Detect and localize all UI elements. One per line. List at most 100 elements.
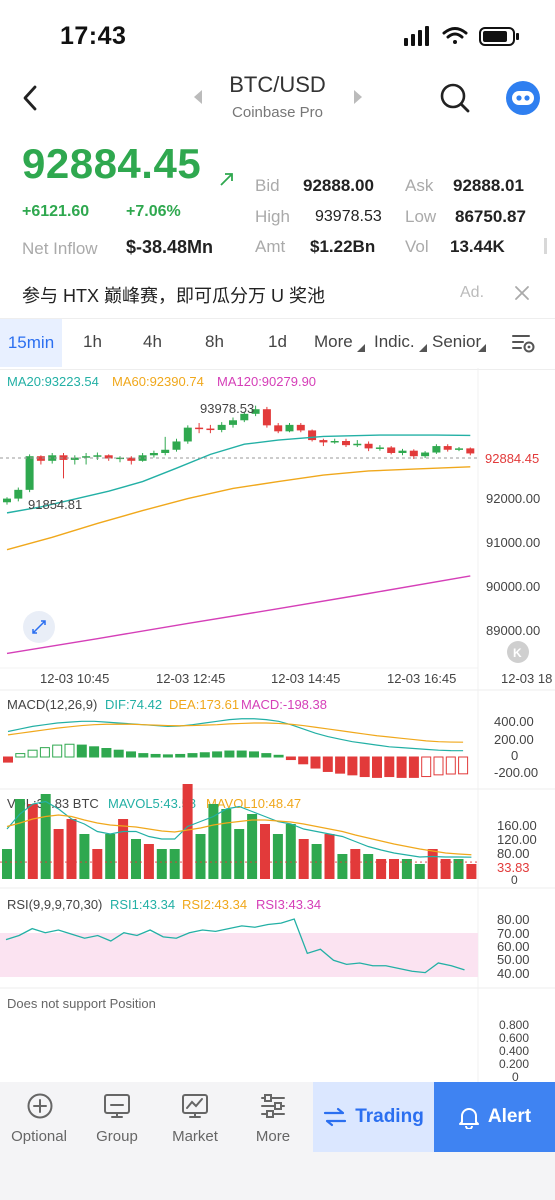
macd-bar [322, 756, 333, 772]
volume-bar [376, 859, 387, 879]
ad-tag: Ad. [460, 284, 485, 301]
bid-label: Bid [255, 176, 280, 195]
x-tick: 12-03 12:45 [156, 671, 225, 686]
rsi-axis: 80.00 70.00 60.00 50.00 40.00 [497, 912, 530, 981]
macd-bar [273, 754, 284, 758]
volume-bar [156, 849, 167, 879]
candle [3, 498, 11, 503]
volume-bar [234, 829, 245, 879]
candle [274, 425, 283, 432]
nav-optional[interactable]: Optional [0, 1082, 78, 1152]
y-tick: 200.00 [494, 732, 534, 747]
tab-indicators[interactable]: Indic. [374, 332, 415, 351]
pair-title[interactable]: BTC/USD [229, 72, 326, 97]
back-icon[interactable] [18, 84, 44, 112]
volume-bar [143, 844, 154, 879]
rsi-legend-title: RSI(9,9,9,70,30) [7, 897, 102, 912]
macd-bar [261, 753, 272, 758]
last-price: 92884.45 [22, 140, 202, 187]
high-value: 93978.53 [315, 208, 382, 225]
dea-legend: DEA:173.61 [169, 697, 239, 712]
ma60-legend: MA60:92390.74 [112, 374, 204, 389]
volume-bar [14, 799, 25, 879]
nav-more[interactable]: More [234, 1082, 312, 1152]
candle [330, 441, 339, 443]
chart-settings-icon[interactable] [511, 331, 537, 355]
high-label: High [255, 207, 290, 226]
net-inflow-label: Net Inflow [22, 239, 98, 258]
macd-bar [384, 756, 395, 778]
candle [172, 441, 181, 450]
price-axis: 92000.00 91000.00 90000.00 89000.00 [486, 491, 540, 638]
trading-button[interactable]: Trading [313, 1082, 434, 1152]
bell-icon [458, 1108, 479, 1129]
y-tick: 70.00 [497, 926, 530, 941]
macd-bar [236, 750, 247, 758]
volume-bar [324, 834, 335, 879]
alert-button[interactable]: Alert [434, 1082, 555, 1152]
candle [149, 452, 158, 456]
macd-bar [150, 753, 161, 758]
volume-bar [285, 824, 296, 879]
status-icons [404, 26, 519, 46]
kline-chart[interactable]: MA20:93223.54 MA60:92390.74 MA120:90279.… [0, 368, 555, 1082]
alert-label: Alert [487, 1106, 532, 1127]
nav-group[interactable]: Group [78, 1082, 156, 1152]
ma20-line [6, 434, 471, 514]
prev-pair-icon[interactable] [191, 88, 205, 106]
y-tick: 0.600 [499, 1031, 529, 1045]
y-tick: 160.00 [497, 818, 537, 833]
macd-bar [175, 753, 186, 758]
net-inflow-value: $-38.48Mn [126, 237, 214, 257]
volume-legend: VOL:33.83 BTC MAVOL5:43.58 MAVOL10:48.47 [7, 796, 301, 811]
nav-market[interactable]: Market [156, 1082, 234, 1152]
next-pair-icon[interactable] [351, 88, 365, 106]
volume-bar [66, 819, 77, 879]
candle [387, 447, 396, 453]
close-icon[interactable] [513, 284, 531, 302]
tab-senior[interactable]: Senior [432, 332, 482, 351]
battery-icon [479, 27, 519, 46]
volume-bar [182, 784, 193, 879]
candle [409, 450, 418, 457]
chart-monitor-icon [182, 1094, 208, 1118]
volume-bar [195, 834, 206, 879]
candle [353, 443, 362, 446]
expand-button[interactable] [23, 611, 55, 643]
tab-8h[interactable]: 8h [205, 332, 224, 351]
tab-1d[interactable]: 1d [268, 332, 287, 351]
current-volume-tag: 33.83 [497, 860, 530, 875]
tab-more[interactable]: More [314, 332, 353, 351]
search-icon[interactable] [439, 82, 471, 114]
tab-15min[interactable]: 15min [0, 319, 62, 367]
candle [285, 424, 294, 432]
y-tick: -200.00 [494, 765, 538, 780]
candle [138, 455, 147, 461]
robot-assistant-icon[interactable] [505, 80, 541, 116]
y-tick: 0.400 [499, 1044, 529, 1058]
ma-lines [6, 434, 471, 655]
macd-legend: MACD(12,26,9) DIF:74.42 DEA:173.61 MACD:… [7, 697, 327, 712]
rsi1-line [5, 918, 465, 974]
macd-bar [396, 756, 407, 778]
candle [308, 430, 317, 441]
x-tick: 12-03 10:45 [40, 671, 109, 686]
volume-axis: 160.00 120.00 80.00 33.83 0 [497, 818, 537, 887]
volume-bar [427, 849, 438, 879]
scroll-indicator [544, 238, 547, 254]
macd-bar [249, 751, 259, 758]
candle [70, 457, 79, 460]
volume-bar [350, 849, 361, 879]
tab-4h[interactable]: 4h [143, 332, 162, 351]
banner-text[interactable]: 参与 HTX 巅峰赛，即可瓜分万 U 奖池 [22, 286, 326, 306]
candle [104, 455, 113, 459]
dropdown-triangle-icon [357, 344, 365, 352]
volume-bar [27, 804, 38, 879]
ma-legend: MA20:93223.54 MA60:92390.74 MA120:90279.… [7, 374, 316, 389]
tab-1h[interactable]: 1h [83, 332, 102, 351]
x-tick: 12-03 18 [501, 671, 552, 686]
candles [3, 405, 475, 505]
candle [421, 452, 430, 457]
candle [443, 446, 452, 450]
macd-bar [224, 750, 235, 758]
